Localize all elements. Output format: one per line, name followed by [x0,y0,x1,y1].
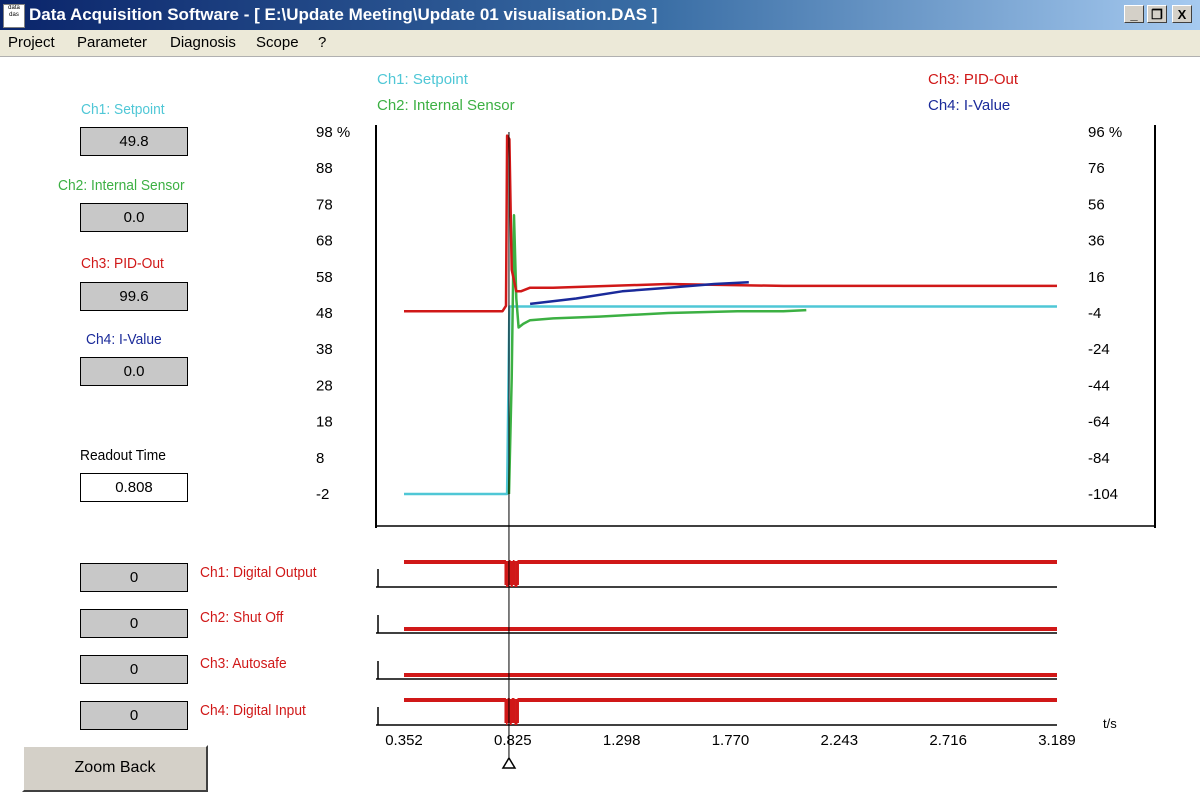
left-axis-tick-label: 68 [316,233,333,250]
x-axis-tick-label: 2.243 [821,732,859,749]
app-icon: data das [3,4,25,28]
series-ch4-i-value [529,280,749,306]
x-axis-unit-label: t/s [1103,716,1117,731]
legend-ch4-i-value: Ch4: I-Value [928,97,1010,114]
minimize-button[interactable]: _ [1124,5,1144,23]
series-ch1-setpoint [404,305,1057,496]
x-axis-tick-label: 1.298 [603,732,641,749]
window-title: Data Acquisition Software - [ E:\Update … [29,5,658,24]
ch1-setpoint-value: 49.8 [80,127,188,156]
menu-project[interactable]: Project [8,34,55,51]
right-axis-tick-label: -44 [1088,377,1110,394]
zoom-back-button[interactable]: Zoom Back [22,745,208,792]
restore-button[interactable]: ❐ [1147,5,1167,23]
menu-diagnosis[interactable]: Diagnosis [170,34,236,51]
right-axis-tick-label: 16 [1088,269,1105,286]
series-ch3-pid-out [404,134,1057,313]
legend-ch1-setpoint: Ch1: Setpoint [377,71,469,88]
left-axis-tick-label: 8 [316,450,324,467]
readout-time-label: Readout Time [80,447,166,464]
menu-help[interactable]: ? [318,34,327,51]
left-axis-tick-label: 88 [316,160,333,177]
right-axis-tick-label: 96 % [1088,124,1122,141]
x-axis-tick-label: 1.770 [712,732,750,749]
ch2-shut-off-value: 0 [80,609,188,638]
left-axis-tick-label: 98 % [316,124,350,141]
ch3-pid-out-value: 99.6 [80,282,188,311]
ch1-setpoint-label: Ch1: Setpoint [81,101,165,118]
x-axis-tick-label: 0.825 [494,732,532,749]
ch2-internal-sensor-label: Ch2: Internal Sensor [58,177,185,194]
left-axis-tick-label: 78 [316,196,333,213]
cursor-handle-icon[interactable] [501,756,517,769]
menu-bar: Project Parameter Diagnosis Scope ? [0,30,1200,57]
left-axis-tick-label: 28 [316,377,333,394]
close-button[interactable]: X [1172,5,1192,23]
ch1-digital-output-label: Ch1: Digital Output [200,564,317,581]
x-axis-tick-label: 2.716 [929,732,967,749]
right-axis-tick-label: -24 [1088,341,1110,358]
left-axis-tick-label: 58 [316,269,333,286]
ch4-digital-input-value: 0 [80,701,188,730]
menu-parameter[interactable]: Parameter [77,34,148,51]
left-axis-tick-label: 48 [316,305,333,322]
legend-ch2-internal-sensor: Ch2: Internal Sensor [377,97,515,114]
right-axis-tick-label: -104 [1088,486,1118,503]
ch1-digital-output-value: 0 [80,563,188,592]
ch4-i-value-value: 0.0 [80,357,188,386]
right-axis-tick-label: -84 [1088,450,1110,467]
readout-time-value: 0.808 [80,473,188,502]
legend-ch3-pid-out: Ch3: PID-Out [928,71,1019,88]
right-axis-tick-label: 36 [1088,233,1105,250]
x-axis-tick-label: 3.189 [1038,732,1076,749]
left-axis-tick-label: 38 [316,341,333,358]
left-axis-tick-label: 18 [316,414,333,431]
ch4-i-value-label: Ch4: I-Value [86,331,162,348]
ch3-autosafe-value: 0 [80,655,188,684]
right-axis-tick-label: -64 [1088,414,1110,431]
right-axis-tick-label: 76 [1088,160,1105,177]
x-axis-tick-label: 0.352 [385,732,423,749]
ch3-pid-out-label: Ch3: PID-Out [81,255,164,272]
series-ch2-internal-sensor [507,214,807,495]
left-axis-tick-label: -2 [316,486,329,503]
ch3-autosafe-label: Ch3: Autosafe [200,655,287,672]
right-axis-tick-label: -4 [1088,305,1101,322]
title-bar: data das Data Acquisition Software - [ E… [0,0,1200,30]
ch2-internal-sensor-value: 0.0 [80,203,188,232]
right-axis-tick-label: 56 [1088,196,1105,213]
ch4-digital-input-label: Ch4: Digital Input [200,702,306,719]
menu-scope[interactable]: Scope [256,34,299,51]
ch2-shut-off-label: Ch2: Shut Off [200,609,284,626]
